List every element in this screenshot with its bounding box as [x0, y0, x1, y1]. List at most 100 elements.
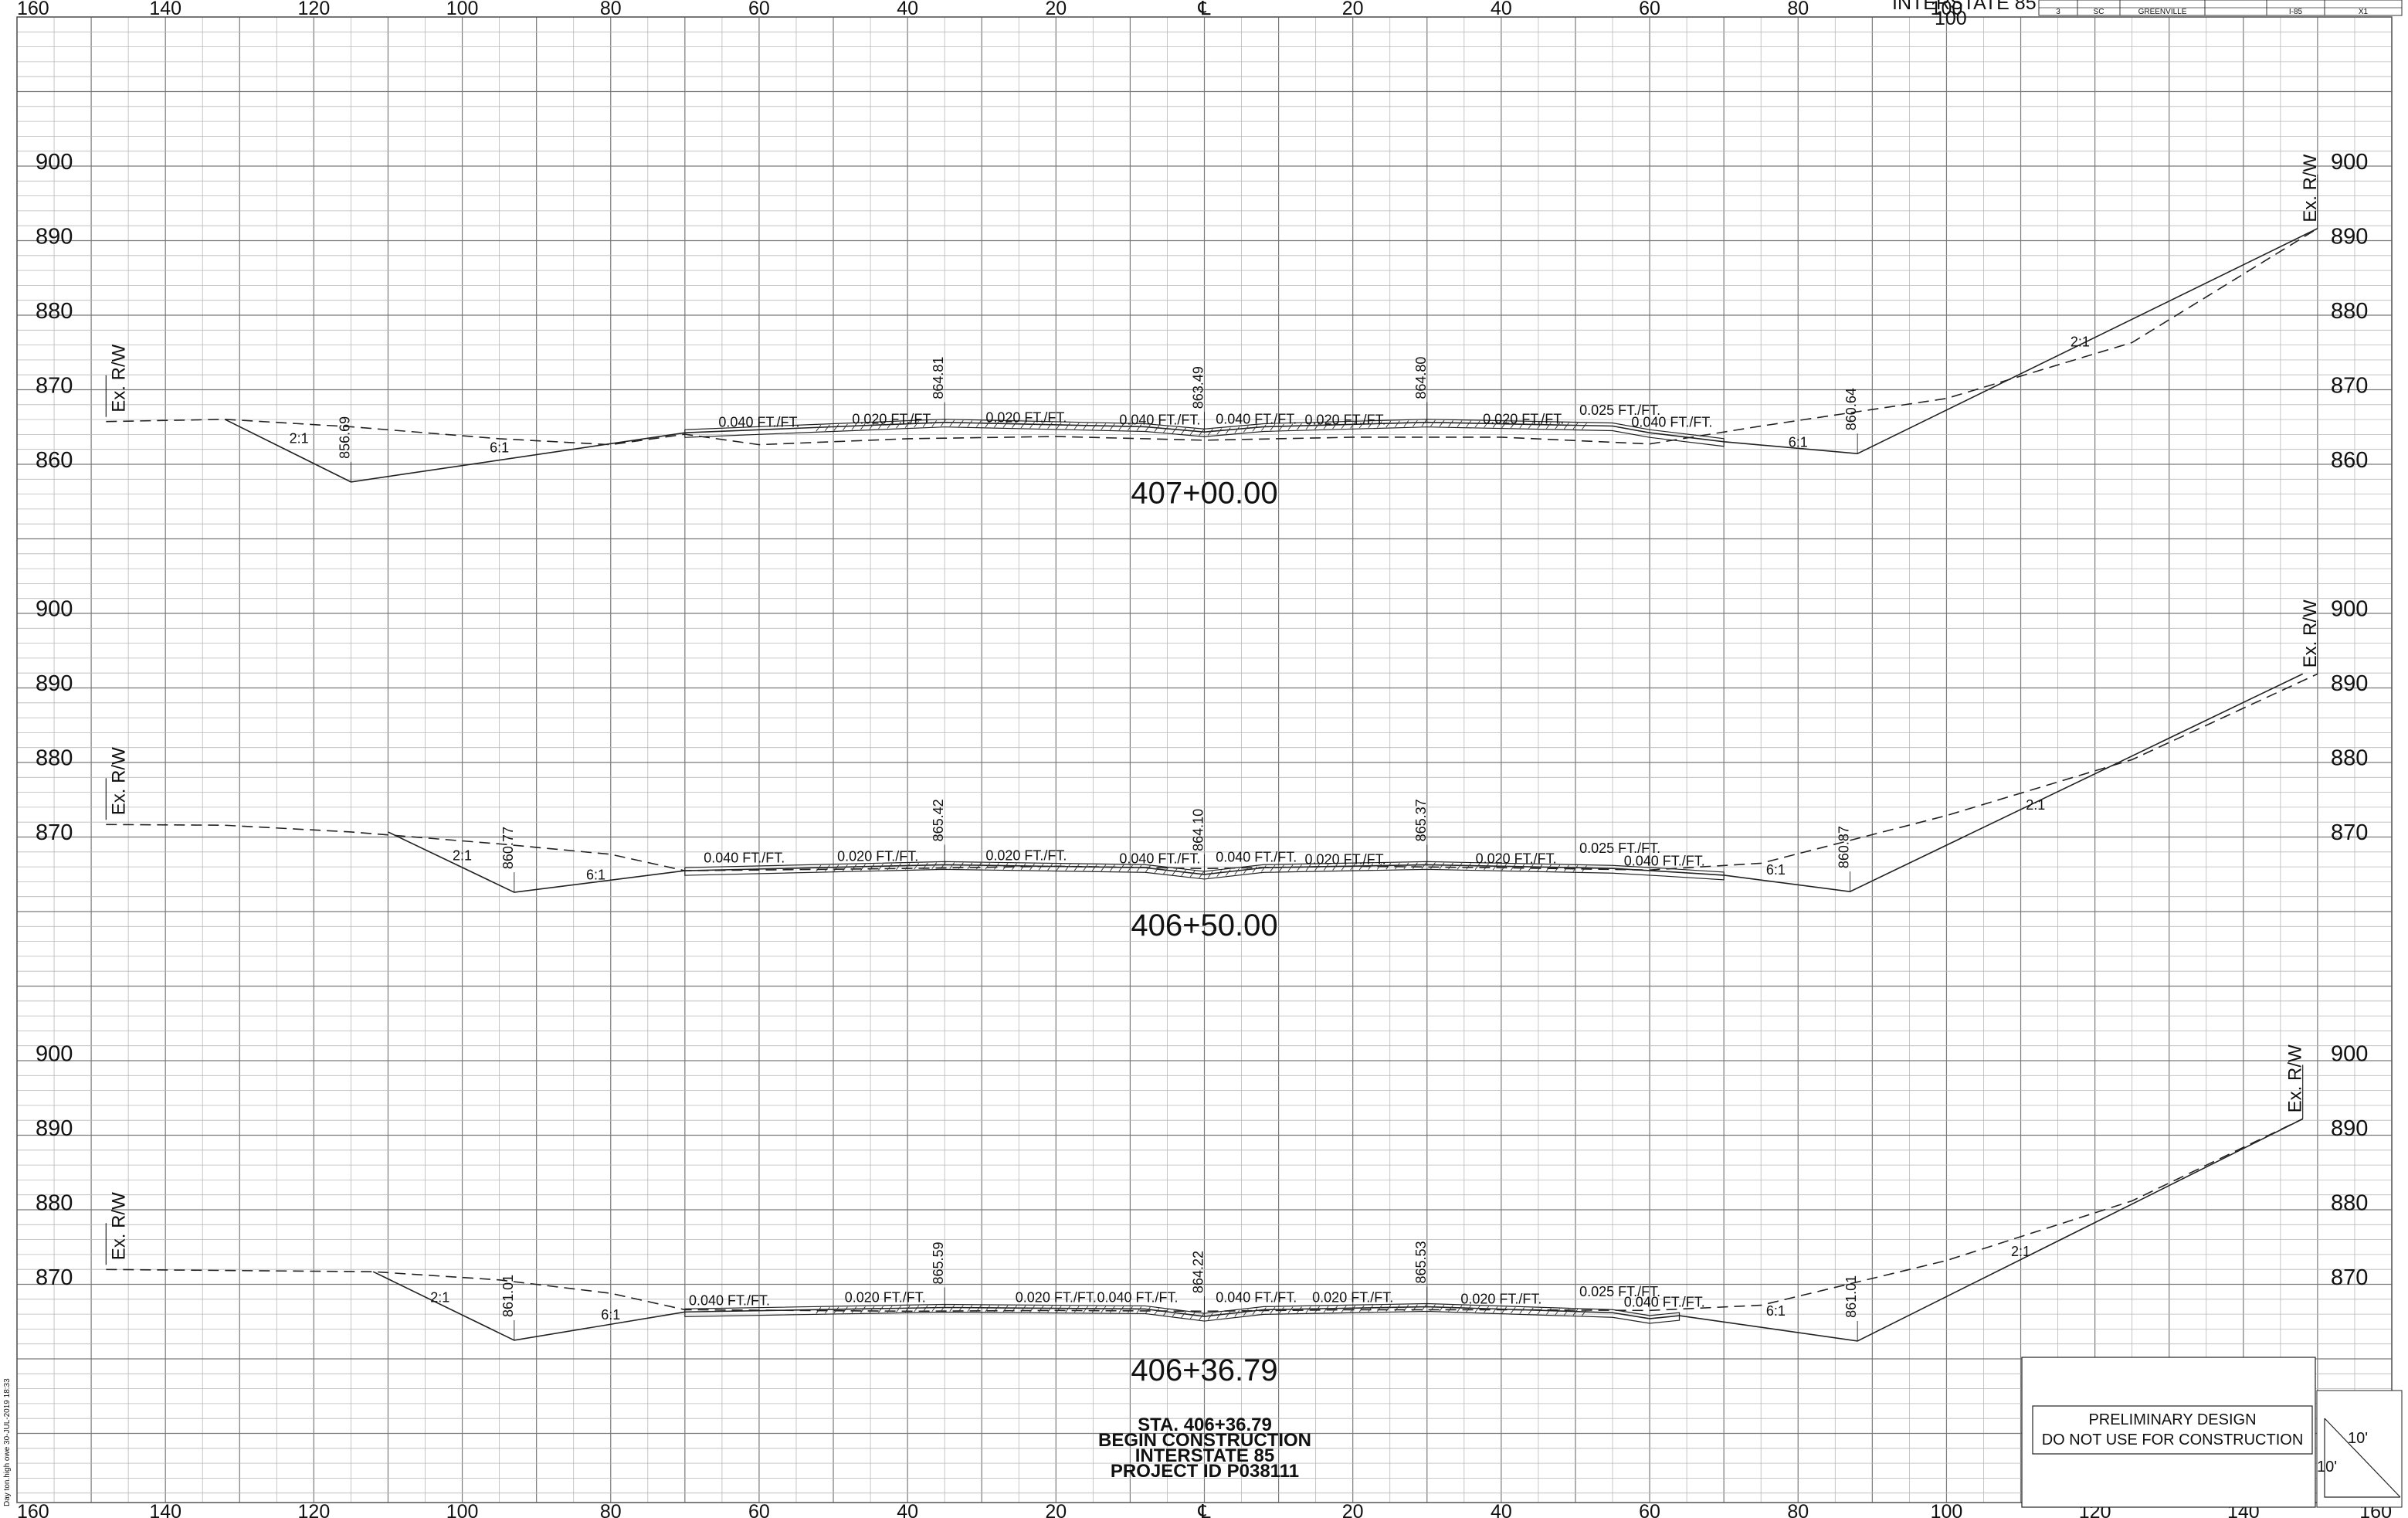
- pavement-hatch: [1368, 863, 1374, 870]
- header-partial-title: INTERSTATE 85: [1892, 0, 2037, 14]
- pavement-hatch: [1358, 1305, 1365, 1313]
- pavement-hatch: [1368, 421, 1374, 428]
- pavement-hatch: [1207, 429, 1213, 436]
- pavement-hatch: [914, 862, 920, 870]
- pavement-hatch: [1457, 420, 1463, 427]
- pavement-hatch: [1199, 871, 1205, 878]
- pavement-hatch: [851, 423, 857, 430]
- pavement-hatch: [949, 1305, 955, 1312]
- pavement-hatch: [1136, 424, 1142, 431]
- pavement-hatch: [887, 1306, 893, 1313]
- pavement-hatch: [1154, 866, 1160, 874]
- top-offset-tick-label: ℄: [1197, 0, 1210, 19]
- slope-callout: 2:1: [430, 1290, 449, 1306]
- pavement-hatch: [1528, 422, 1534, 429]
- elevation-label-left: 890: [36, 1116, 73, 1141]
- elevation-callout: 856.69: [337, 416, 352, 459]
- pavement-hatch: [1297, 1306, 1302, 1313]
- note-line-1: STA. 406+36.79: [1138, 1414, 1272, 1435]
- pavement-hatch: [1582, 865, 1587, 872]
- pavement-hatch: [1020, 1305, 1026, 1313]
- pavement-hatch: [1109, 423, 1115, 430]
- pavement-hatch: [1341, 422, 1347, 429]
- bottom-offset-tick-label: 120: [298, 1501, 331, 1518]
- pavement-hatch: [896, 1306, 901, 1313]
- pavement-hatch: [816, 1307, 822, 1314]
- bottom-offset-axis: 160 140 120 100 80 60 40 20 ℄ 20 40 60 80 100 120 140 16…: [17, 1501, 2392, 1518]
- slope-callout: 0.040 FT./FT.: [1624, 853, 1705, 868]
- pavement-hatch: [1216, 428, 1223, 435]
- slope-callout: 0.040 FT./FT.: [1119, 851, 1200, 866]
- elevation-label-right: 870: [2331, 820, 2368, 845]
- pavement-hatch: [816, 424, 822, 432]
- pavement-hatch: [1572, 1309, 1579, 1316]
- slope-callout: 0.020 FT./FT.: [1483, 412, 1564, 427]
- elevation-label-left: 880: [36, 746, 73, 771]
- slope-callout: 2:1: [2071, 334, 2090, 349]
- pavement-hatch: [1270, 864, 1276, 872]
- pavement-hatch: [1350, 863, 1356, 871]
- elevation-callout: 861.01: [1843, 1275, 1859, 1318]
- pavement-hatch: [1128, 864, 1133, 872]
- pavement-hatch: [1341, 1306, 1347, 1313]
- pavement-hatch: [1546, 864, 1552, 871]
- scale-box: [2316, 1390, 2403, 1508]
- pavement-hatch: [1430, 1304, 1436, 1312]
- pavement-hatch: [1118, 1306, 1124, 1313]
- slope-callout: 2:1: [453, 848, 472, 864]
- pavement-hatch: [976, 862, 982, 870]
- pavement-hatch: [1297, 864, 1302, 871]
- pavement-hatch: [1029, 863, 1035, 871]
- pavement-hatch: [1225, 427, 1231, 434]
- side-note: Day ton.high owe 30-JUL-2019 18:33: [3, 1378, 12, 1506]
- slope-callout: 2:1: [2026, 797, 2045, 813]
- pavement-hatch: [1279, 1306, 1284, 1314]
- pavement-hatch: [1492, 863, 1498, 871]
- pavement-hatch: [1466, 1305, 1471, 1313]
- pavement-hatch: [904, 421, 911, 428]
- pavement-hatch: [985, 862, 991, 870]
- slope-callout: 0.040 FT./FT.: [1631, 414, 1712, 430]
- pavement-hatch: [1225, 869, 1231, 876]
- pavement-hatch: [1448, 420, 1453, 427]
- pavement-hatch: [931, 1305, 938, 1312]
- pavement-hatch: [851, 864, 857, 871]
- pavement-hatch: [1376, 1305, 1382, 1312]
- pavement-hatch: [1073, 864, 1080, 871]
- cross-section: 900 900 890 890 880 880 870 870 860 860 Ex. R/W Ex.…: [36, 150, 2368, 511]
- elevation-label-right: 860: [2331, 448, 2368, 473]
- pavement-hatch: [1234, 426, 1240, 433]
- bottom-offset-tick-label: 100: [446, 1501, 479, 1518]
- pavement-hatch: [967, 862, 973, 870]
- pavement-hatch: [1385, 1305, 1392, 1312]
- slope-callout: 2:1: [290, 431, 309, 447]
- pavement-hatch: [1555, 422, 1561, 430]
- pavement-hatch: [1439, 862, 1445, 870]
- elevation-label-right: 890: [2331, 671, 2368, 696]
- slope-callout: 6:1: [1766, 862, 1786, 878]
- elevation-label-left: 870: [36, 1265, 73, 1290]
- pavement-hatch: [1189, 428, 1196, 436]
- pavement-hatch: [1394, 420, 1400, 428]
- slope-callout: 0.020 FT./FT.: [1305, 851, 1386, 867]
- pavement-hatch: [1341, 864, 1347, 871]
- bottom-offset-tick-label: 40: [1491, 1501, 1512, 1518]
- pavement-hatch: [1020, 863, 1026, 871]
- pavement-hatch: [1457, 862, 1463, 870]
- pavement-hatch: [922, 862, 928, 870]
- pavement-hatch: [1474, 1306, 1480, 1313]
- pavement-hatch: [1083, 864, 1089, 871]
- pavement-hatch: [869, 1306, 875, 1313]
- pavement-hatch: [1136, 1306, 1142, 1313]
- pavement-hatch: [1243, 426, 1249, 433]
- pavement-hatch: [1128, 423, 1133, 431]
- pavement-hatch: [1109, 1306, 1115, 1313]
- top-offset-tick-label: 100: [446, 0, 479, 19]
- pavement-hatch: [1582, 1309, 1587, 1316]
- pavement-hatch: [843, 423, 848, 431]
- pavement-hatch: [1252, 425, 1258, 432]
- pavement-hatch: [1546, 1308, 1552, 1315]
- pavement-hatch: [1091, 423, 1097, 430]
- pavement-hatch: [1413, 419, 1418, 427]
- pavement-hatch: [1145, 865, 1151, 872]
